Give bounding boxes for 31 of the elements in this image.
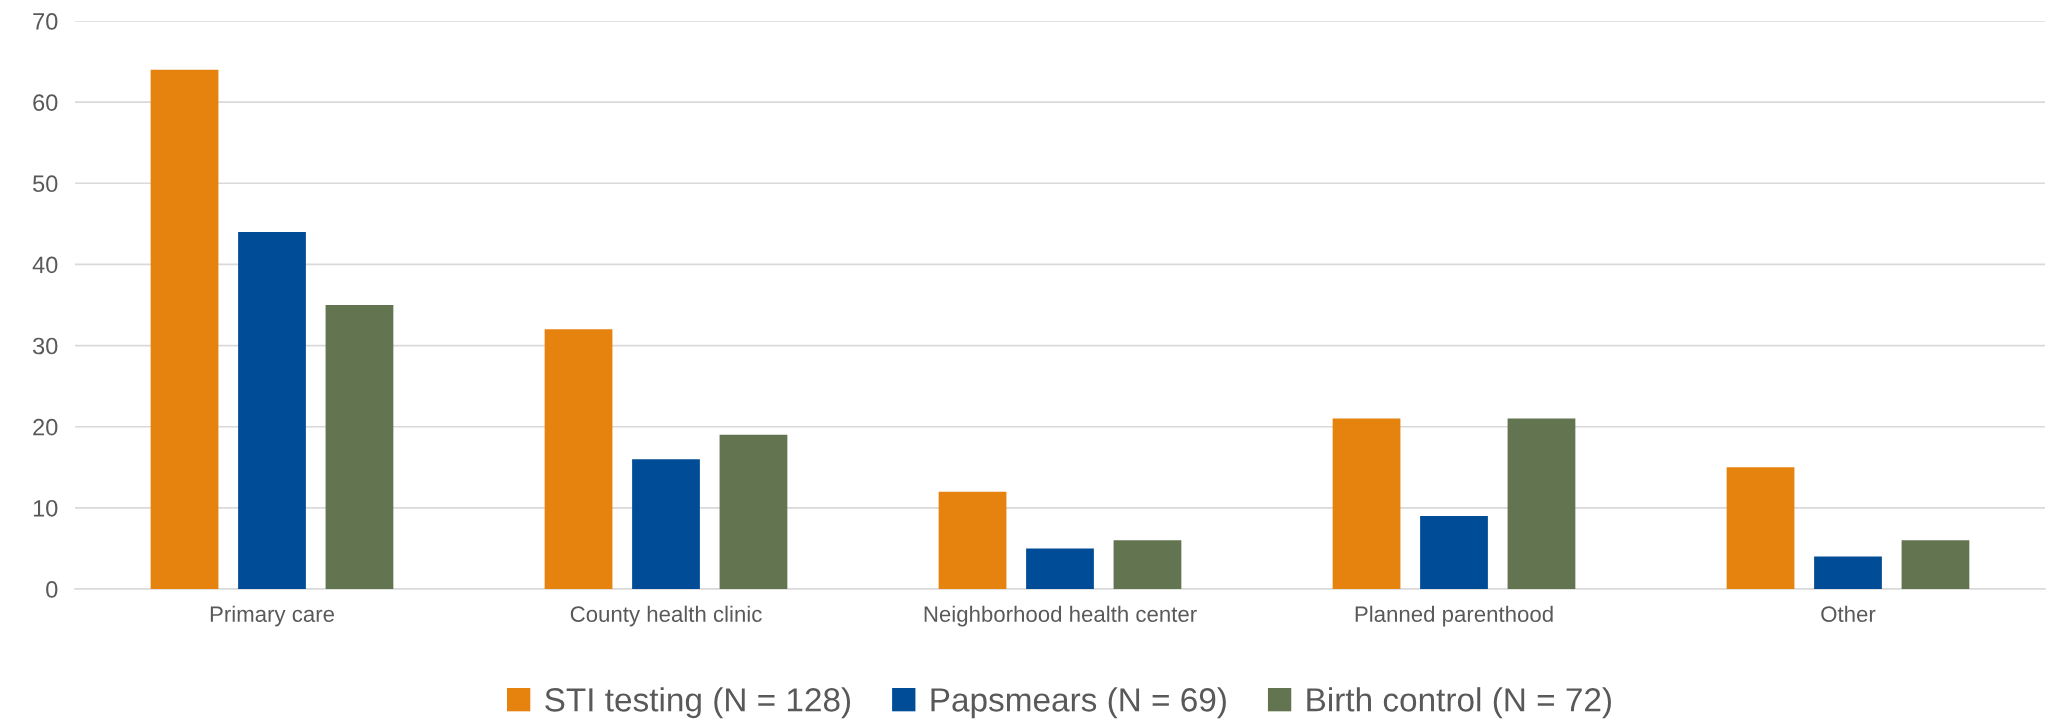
bar bbox=[1901, 540, 1970, 589]
y-tick-label: 60 bbox=[33, 94, 58, 111]
bar bbox=[150, 69, 219, 589]
bar bbox=[719, 434, 788, 589]
x-tick-label: Other bbox=[1821, 605, 1876, 622]
y-tick-label: 10 bbox=[33, 499, 58, 517]
legend-label: STI testing (N = 128) bbox=[545, 687, 851, 719]
bar bbox=[544, 329, 613, 589]
bar bbox=[1420, 515, 1488, 589]
y-tick-label: 70 bbox=[33, 13, 58, 30]
y-tick-label: 50 bbox=[33, 175, 58, 193]
y-tick-label: 30 bbox=[32, 337, 58, 355]
x-tick-label: Primary care bbox=[210, 605, 334, 627]
bar bbox=[1026, 548, 1094, 589]
bar bbox=[632, 459, 700, 589]
bar bbox=[325, 305, 394, 589]
x-tick-label: Neighborhood health center bbox=[924, 605, 1197, 627]
bar bbox=[938, 491, 1007, 589]
y-tick-label: 40 bbox=[32, 256, 58, 274]
y-tick-label: 20 bbox=[33, 418, 58, 436]
x-tick-label: County health clinic bbox=[570, 605, 762, 627]
legend-label: Papsmears (N = 69) bbox=[931, 687, 1226, 719]
bar bbox=[238, 231, 306, 589]
bar bbox=[1332, 418, 1401, 589]
legend-label: Birth control (N = 72) bbox=[1307, 687, 1611, 719]
bar bbox=[1726, 467, 1795, 589]
bar bbox=[1814, 556, 1882, 589]
bar bbox=[1507, 418, 1576, 589]
y-tick-label: 0 bbox=[46, 581, 58, 598]
bar bbox=[1113, 540, 1182, 589]
x-tick-label: Planned parenthood bbox=[1355, 605, 1553, 627]
